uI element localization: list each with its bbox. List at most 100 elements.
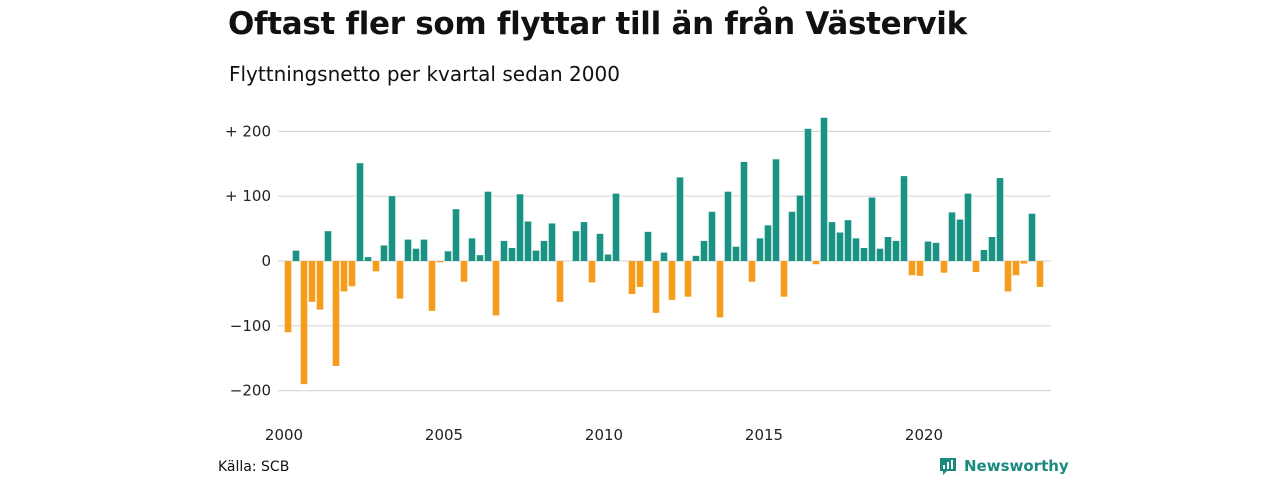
bar-2004K2	[420, 239, 428, 261]
bar-2020K1	[924, 241, 932, 261]
bar-2018K3	[876, 248, 884, 261]
bar-2023K1	[1020, 261, 1028, 264]
bar-2015K4	[788, 211, 796, 261]
bar-2002K2	[356, 163, 364, 261]
bar-2014K4	[756, 238, 764, 261]
bar-2014K3	[748, 261, 756, 282]
bar-2005K1	[444, 251, 452, 261]
bar-2002K4	[372, 261, 380, 272]
bar-2002K1	[348, 261, 356, 287]
bar-2017K1	[828, 222, 836, 261]
bar-2015K3	[780, 261, 788, 297]
bar-2002K3	[364, 257, 372, 261]
bar-2014K2	[740, 161, 748, 261]
bar-2018K4	[884, 237, 892, 261]
bar-2000K1	[284, 261, 292, 333]
bar-2017K4	[852, 238, 860, 261]
bar-2011K1	[636, 261, 644, 287]
bar-2010K4	[628, 261, 636, 295]
bar-2006K3	[492, 261, 500, 316]
bar-2015K2	[772, 159, 780, 261]
bar-2003K2	[388, 196, 396, 261]
y-axis-ticks: + 200 + 100 0 −100 −200	[225, 122, 271, 399]
bar-2019K2	[900, 176, 908, 261]
bar-2016K2	[804, 128, 812, 261]
bar-2006K1	[476, 255, 484, 261]
bar-2000K3	[300, 261, 308, 385]
bar-2023K2	[1028, 213, 1036, 261]
brand-name: Newsworthy	[964, 457, 1069, 475]
y-tick-label: + 200	[225, 122, 271, 140]
bar-2020K3	[940, 261, 948, 273]
bar-2021K2	[964, 193, 972, 261]
bar-2001K1	[316, 261, 324, 310]
bar-2007K3	[524, 221, 532, 261]
y-tick-label: 0	[261, 252, 271, 270]
bar-2022K4	[1012, 261, 1020, 276]
bar-2012K4	[692, 255, 700, 261]
bar-2020K2	[932, 242, 940, 261]
y-tick-label: + 100	[225, 187, 271, 205]
bar-2013K3	[716, 261, 724, 318]
bar-2016K1	[796, 195, 804, 261]
chart-title: Oftast fler som flyttar till än från Väs…	[228, 6, 967, 42]
bar-2012K2	[676, 177, 684, 261]
bar-2007K2	[516, 194, 524, 261]
bar-2010K1	[604, 254, 612, 261]
bar-2018K1	[860, 248, 868, 261]
bar-2012K1	[668, 261, 676, 300]
bar-2000K4	[308, 261, 316, 302]
bar-2007K1	[508, 248, 516, 261]
bar-2001K2	[324, 231, 332, 261]
source-note: Källa: SCB	[218, 459, 290, 475]
bar-2006K2	[484, 191, 492, 261]
bar-2019K4	[916, 261, 924, 276]
bar-2011K4	[660, 252, 668, 261]
bar-2018K2	[868, 197, 876, 261]
bar-2003K3	[396, 261, 404, 299]
bar-2013K4	[724, 191, 732, 261]
x-axis-ticks: 2000 2005 2010 2015 2020	[265, 426, 943, 444]
bar-2005K4	[468, 238, 476, 261]
bar-2016K3	[812, 261, 820, 265]
bar-2013K2	[708, 211, 716, 261]
x-tick-label: 2020	[905, 426, 943, 444]
bar-2019K3	[908, 261, 916, 276]
bar-2009K1	[572, 231, 580, 261]
bar-2008K3	[556, 261, 564, 302]
bar-2022K2	[996, 178, 1004, 261]
bar-2003K4	[404, 239, 412, 261]
brand[interactable]: Newsworthy	[938, 456, 1069, 476]
bar-2013K1	[700, 240, 708, 261]
x-tick-label: 2010	[585, 426, 623, 444]
bar-2012K3	[684, 261, 692, 297]
x-tick-label: 2015	[745, 426, 783, 444]
newsworthy-logo-icon	[940, 458, 956, 475]
bar-2014K1	[732, 246, 740, 261]
bar-2007K4	[532, 250, 540, 261]
bar-2001K3	[332, 261, 340, 366]
y-tick-label: −100	[230, 317, 271, 335]
bar-2010K2	[612, 193, 620, 261]
bar-2000K2	[292, 250, 300, 261]
bar-2005K2	[452, 209, 460, 261]
bar-2016K4	[820, 117, 828, 261]
bar-2022K1	[988, 237, 996, 261]
bar-2009K4	[596, 233, 604, 261]
bar-2017K2	[836, 232, 844, 261]
chart-subtitle: Flyttningsnetto per kvartal sedan 2000	[229, 62, 620, 86]
bar-2011K3	[652, 261, 660, 313]
bar-2005K3	[460, 261, 468, 282]
bar-2008K1	[540, 240, 548, 261]
bar-2021K3	[972, 261, 980, 273]
bar-2021K4	[980, 249, 988, 261]
bar-2004K1	[412, 248, 420, 261]
bar-2023K3	[1036, 261, 1044, 287]
bar-2004K3	[428, 261, 436, 311]
bar-2001K4	[340, 261, 348, 292]
bar-2009K3	[588, 261, 596, 283]
bar-2009K2	[580, 222, 588, 261]
bar-2017K3	[844, 220, 852, 261]
bar-2022K3	[1004, 261, 1012, 292]
